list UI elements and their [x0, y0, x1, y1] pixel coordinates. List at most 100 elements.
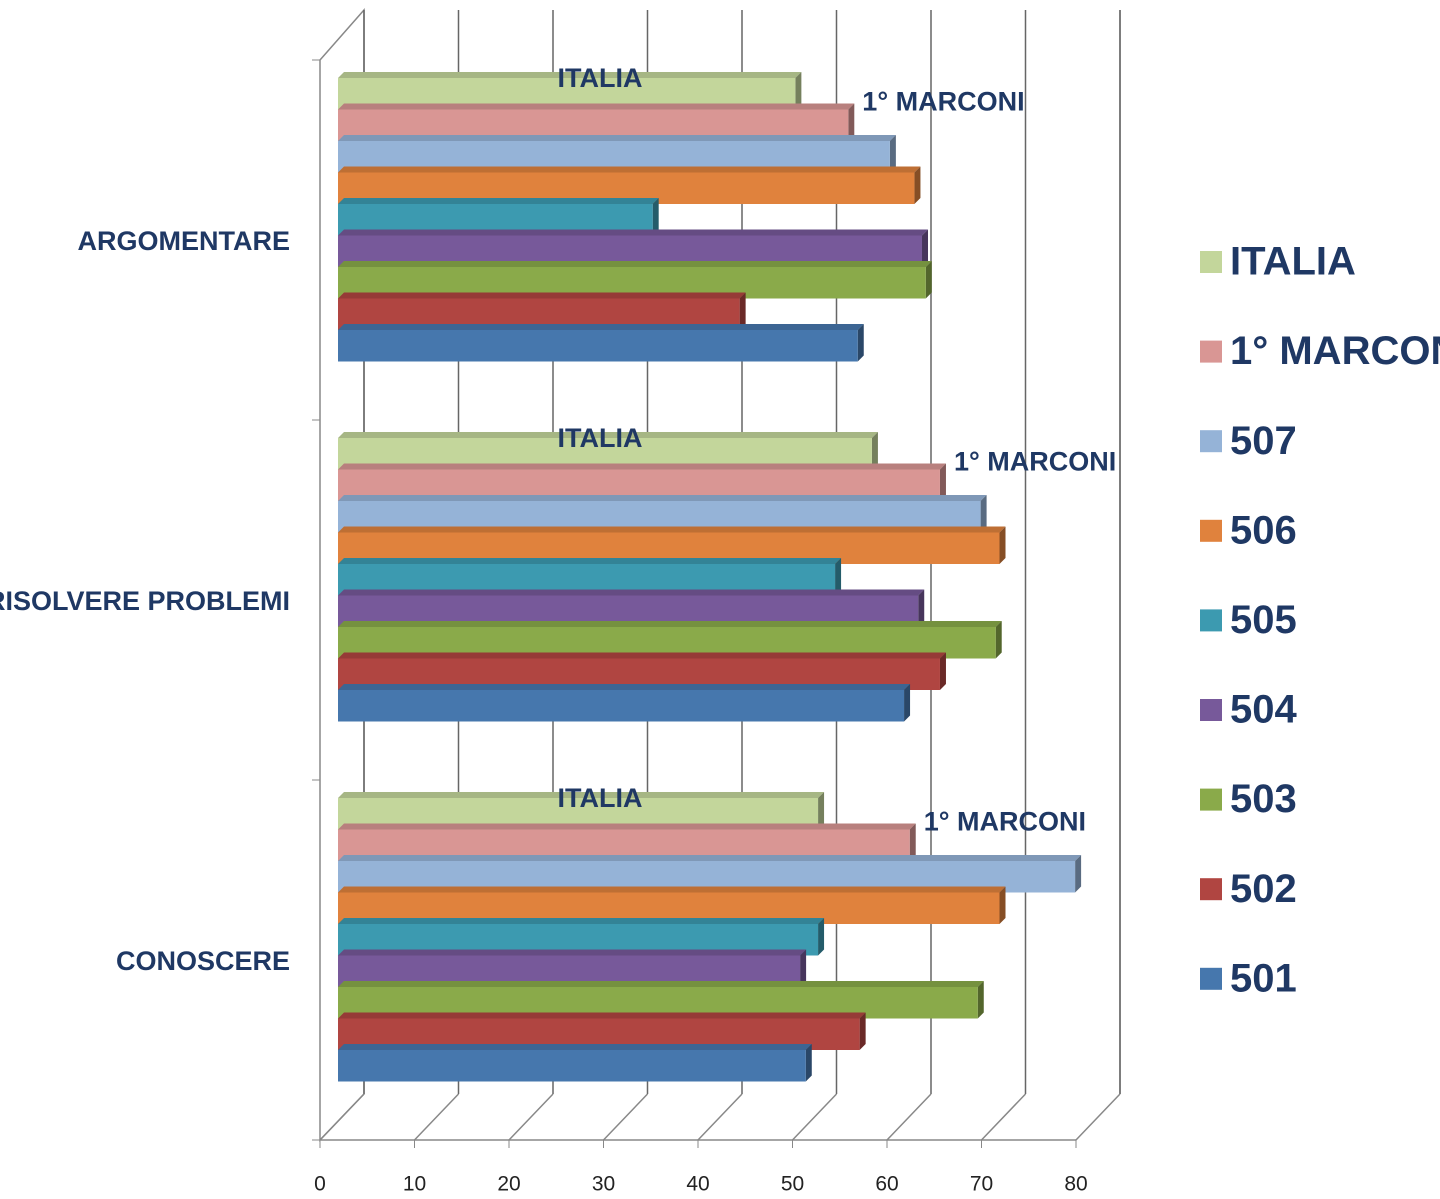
- category-label: ARGOMENTARE: [78, 226, 291, 256]
- floor-line: [508, 1093, 554, 1141]
- x-tick-label: 10: [403, 1173, 426, 1196]
- legend-label: 505: [1230, 598, 1297, 642]
- legend-swatch: [1200, 251, 1222, 273]
- bar-side: [889, 135, 896, 173]
- bar-side: [848, 103, 855, 141]
- legend-swatch: [1200, 788, 1222, 811]
- legend-swatch: [1200, 967, 1222, 990]
- bar-top: [338, 589, 925, 596]
- floor-line: [886, 1093, 932, 1141]
- bar-top: [338, 792, 825, 798]
- bar-side: [859, 1012, 866, 1050]
- bar-side: [805, 1044, 812, 1082]
- bar-side: [914, 166, 921, 204]
- x-tick-label: 50: [781, 1173, 804, 1196]
- bar-side: [904, 684, 911, 722]
- bar-top: [338, 135, 896, 141]
- floor-line: [602, 1093, 649, 1141]
- bar-side: [918, 589, 925, 627]
- x-tick-label: 40: [686, 1173, 709, 1196]
- legend-swatch: [1200, 340, 1222, 363]
- legend-label: 503: [1230, 777, 1297, 821]
- legend-label: 506: [1230, 508, 1297, 552]
- bar-top: [338, 432, 878, 438]
- floor-line: [791, 1093, 838, 1141]
- bar-top: [338, 621, 1002, 627]
- bar-front: [338, 690, 905, 722]
- legend-swatch: [1200, 430, 1222, 453]
- bar-top: [338, 324, 864, 330]
- x-tick-label: 70: [970, 1173, 993, 1196]
- bar-top: [338, 886, 1006, 893]
- bar-side: [995, 621, 1002, 659]
- annotation: ITALIA: [558, 783, 643, 813]
- bar-side: [999, 886, 1006, 924]
- bar-top: [338, 1044, 812, 1050]
- bar: [338, 684, 911, 722]
- bar-top: [338, 652, 946, 659]
- bar-side: [795, 72, 802, 110]
- floor-line: [697, 1093, 743, 1141]
- bar-top: [338, 684, 911, 690]
- bar-side: [800, 949, 807, 987]
- bar-side: [922, 229, 929, 267]
- bar-top: [338, 823, 916, 830]
- legend-label: 501: [1230, 956, 1297, 1000]
- bar-top: [338, 949, 807, 956]
- category-label: CONOSCERE: [116, 946, 290, 976]
- bar-top: [338, 918, 825, 924]
- legend-label: 502: [1230, 867, 1297, 911]
- bar-top: [338, 166, 921, 173]
- x-tick-label: 60: [875, 1173, 898, 1196]
- legend-swatch: [1200, 519, 1222, 542]
- legend-label: ITALIA: [1230, 240, 1356, 284]
- bar-side: [652, 198, 659, 236]
- bar-side: [939, 652, 946, 690]
- legend-swatch: [1200, 609, 1222, 632]
- x-tick-label: 30: [592, 1173, 615, 1196]
- bar-top: [338, 558, 842, 564]
- bar-top: [338, 103, 855, 110]
- bar-top: [338, 526, 1006, 533]
- bar-side: [818, 792, 825, 830]
- bar: [338, 1044, 812, 1082]
- bar-front: [338, 330, 858, 362]
- bar-top: [338, 198, 659, 204]
- bar-side: [739, 292, 746, 330]
- bar-top: [338, 855, 1082, 861]
- bar-top: [338, 261, 932, 267]
- bar-side: [925, 261, 932, 299]
- bar-side: [939, 463, 946, 501]
- bar-top: [338, 72, 802, 78]
- bar-side: [835, 558, 842, 596]
- annotation: 1° MARCONI: [924, 807, 1086, 837]
- bar-side: [818, 918, 825, 956]
- bar-side: [977, 981, 984, 1019]
- annotation: 1° MARCONI: [862, 87, 1024, 117]
- bar-front: [338, 1050, 806, 1082]
- annotation: ITALIA: [558, 63, 643, 93]
- bar-side: [871, 432, 878, 470]
- category-label: RISOLVERE PROBLEMI: [0, 586, 290, 616]
- bar: [338, 324, 864, 362]
- legend-swatch: [1200, 699, 1222, 721]
- bar-side: [1075, 855, 1082, 893]
- legend-swatch: [1200, 878, 1222, 901]
- bar-top: [338, 292, 746, 299]
- floor-line: [980, 1093, 1027, 1141]
- x-tick-label: 0: [314, 1173, 326, 1196]
- x-tick-label: 20: [497, 1173, 520, 1196]
- x-tick-label: 80: [1064, 1173, 1087, 1196]
- legend-label: 507: [1230, 419, 1297, 463]
- legend-label: 1° MARCONI: [1230, 329, 1440, 373]
- bar-side: [909, 823, 916, 861]
- bar-top: [338, 495, 987, 501]
- bar-side: [980, 495, 987, 533]
- bar-top: [338, 1012, 866, 1019]
- floor-line: [319, 1093, 365, 1141]
- bar-top: [338, 229, 929, 236]
- bar-side: [999, 526, 1006, 564]
- bar-top: [338, 463, 946, 470]
- floor-line: [1075, 1093, 1121, 1141]
